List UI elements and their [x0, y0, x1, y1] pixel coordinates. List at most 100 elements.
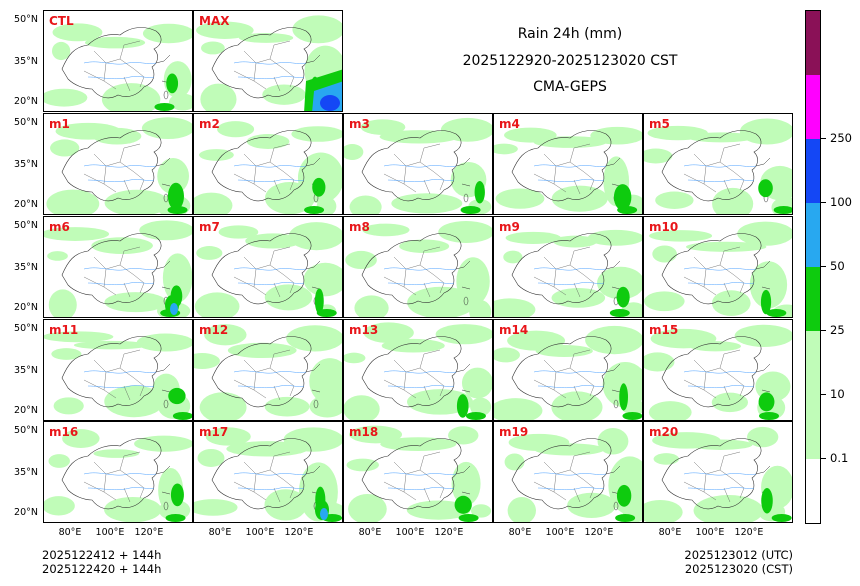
panel-label: m14 — [499, 323, 529, 337]
rain-light-areas — [194, 222, 342, 317]
map-image — [194, 121, 342, 214]
colorbar-tick — [821, 458, 826, 459]
lon-tick-label: 80°E — [58, 527, 82, 538]
lon-tick-label: 100°E — [545, 527, 575, 538]
lon-tick-label: 100°E — [695, 527, 725, 538]
rain-light-areas — [44, 331, 192, 419]
lat-tick-label: 35°N — [14, 365, 38, 376]
lat-tick-label: 20°N — [14, 302, 38, 313]
map-panel-m13: m13 — [343, 319, 493, 421]
panel-label: m13 — [349, 323, 379, 337]
colorbar-tick-label: 100 — [830, 195, 852, 209]
map-panel-m4: m4 — [493, 113, 643, 215]
map-image — [644, 426, 792, 522]
map-image — [44, 429, 192, 522]
panel-label: m12 — [199, 323, 229, 337]
valid-cst: 2025123020 (CST) — [684, 562, 793, 576]
valid-period: 2025122920-2025123020 CST — [462, 53, 678, 69]
rain-heavy-areas — [758, 179, 792, 214]
colorbar-segment — [806, 331, 820, 395]
rain-heavy-areas — [454, 495, 479, 522]
rain-heavy-areas — [314, 288, 337, 317]
colorbar-segment — [806, 267, 820, 331]
panel-label: m7 — [199, 220, 220, 234]
map-image — [504, 427, 642, 522]
colorbar-segment — [806, 203, 820, 267]
init-utc: 2025122412 + 144h — [42, 548, 162, 562]
map-panel-m15: m15 — [643, 319, 793, 421]
rain-light-areas — [344, 322, 492, 420]
lat-tick-label: 50°N — [14, 117, 38, 128]
rain-light-areas — [346, 425, 492, 522]
lon-tick-label: 100°E — [95, 527, 125, 538]
map-image — [194, 324, 342, 420]
map-image — [344, 117, 492, 214]
map-image — [494, 229, 642, 317]
lat-tick-label: 20°N — [14, 405, 38, 416]
rain-heavy-areas — [160, 285, 183, 317]
panel-label: m16 — [49, 425, 79, 439]
map-panel-m14: m14 — [493, 319, 643, 421]
colorbar-segment — [806, 139, 820, 203]
panel-label: m18 — [349, 425, 379, 439]
map-panel-m6: m6 — [43, 216, 193, 318]
map-panel-m3: m3 — [343, 113, 493, 215]
lat-tick-label: 35°N — [14, 56, 38, 67]
rain-heavy-areas — [619, 383, 642, 420]
colorbar-tick-label: 250 — [830, 131, 852, 145]
map-panel-m7: m7 — [193, 216, 343, 318]
map-panel-m10: m10 — [643, 216, 793, 318]
colorbar-segment — [806, 11, 820, 75]
lat-tick-label: 50°N — [14, 425, 38, 436]
map-panel-m12: m12 — [193, 319, 343, 421]
rain-light-areas — [644, 221, 792, 317]
lon-tick-label: 80°E — [508, 527, 532, 538]
colorbar-tick — [821, 202, 826, 203]
lat-tick-label: 50°N — [14, 220, 38, 231]
map-panel-m19: m19 — [493, 421, 643, 523]
map-panel-m1: m1 — [43, 113, 193, 215]
model-name: CMA-GEPS — [533, 79, 607, 95]
lat-tick-label: 35°N — [14, 159, 38, 170]
lat-tick-label: 20°N — [14, 507, 38, 518]
panel-label: MAX — [199, 14, 230, 28]
lon-tick-label: 120°E — [434, 527, 464, 538]
map-image — [44, 220, 192, 317]
colorbar-tick — [821, 266, 826, 267]
map-image — [644, 324, 792, 420]
lat-tick-label: 35°N — [14, 262, 38, 273]
rain-heavy-areas — [168, 387, 192, 420]
colorbar-tick-label: 50 — [830, 259, 845, 273]
map-panel-m9: m9 — [493, 216, 643, 318]
lon-tick-label: 100°E — [395, 527, 425, 538]
map-image — [644, 118, 792, 214]
map-image — [196, 15, 342, 111]
init-cst: 2025122420 + 144h — [42, 562, 162, 576]
rain-heavy-areas — [167, 182, 188, 214]
panel-label: m5 — [649, 117, 670, 131]
init-time-block: 2025122412 + 144h 2025122420 + 144h — [42, 548, 161, 576]
lon-tick-label: 120°E — [134, 527, 164, 538]
map-image — [494, 126, 642, 214]
panel-label: m11 — [49, 323, 79, 337]
colorbar-tick — [821, 394, 826, 395]
map-panel-max: MAX — [193, 10, 343, 112]
panel-label: CTL — [49, 14, 74, 28]
rain-light-areas — [44, 429, 192, 522]
lat-tick-label: 50°N — [14, 323, 38, 334]
map-panel-m2: m2 — [193, 113, 343, 215]
rain-heavy-areas — [315, 486, 342, 522]
panel-label: m17 — [199, 425, 229, 439]
colorbar-segment — [806, 459, 820, 523]
map-image — [44, 331, 192, 420]
valid-time-block: 2025123012 (UTC) 2025123020 (CST) — [640, 548, 793, 576]
panel-label: m20 — [649, 425, 679, 439]
rain-heavy-areas — [613, 184, 638, 214]
lon-tick-label: 120°E — [284, 527, 314, 538]
map-image — [194, 222, 342, 317]
panel-label: m9 — [499, 220, 520, 234]
map-image — [44, 23, 192, 111]
colorbar-tick — [821, 330, 826, 331]
lat-tick-label: 20°N — [14, 199, 38, 210]
colorbar-tick — [821, 138, 826, 139]
